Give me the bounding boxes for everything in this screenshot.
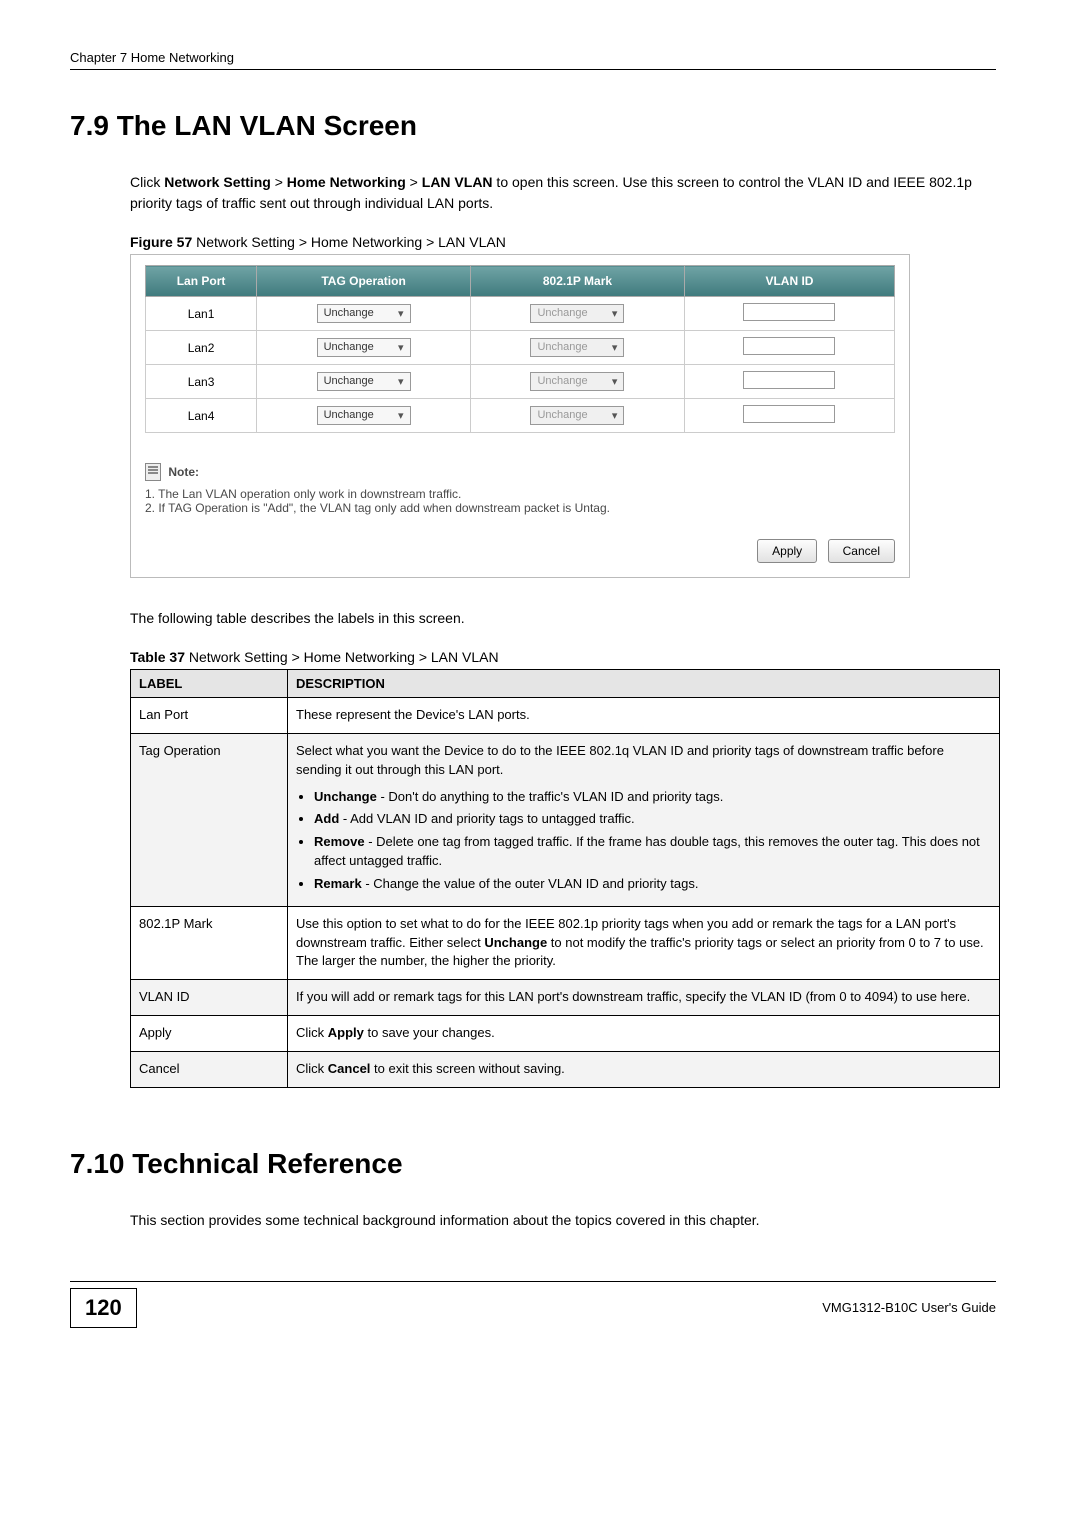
vlanid-desc: If you will add or remark tags for this … xyxy=(288,980,1000,1016)
row2-vlan-input[interactable] xyxy=(743,337,835,355)
tagop-b2: Add xyxy=(314,811,339,826)
cancel-button[interactable]: Cancel xyxy=(828,539,895,563)
table-intro-text: The following table describes the labels… xyxy=(130,608,996,629)
cancel-desc: Click Cancel to exit this screen without… xyxy=(288,1051,1000,1087)
row3-mark-select[interactable]: Unchange xyxy=(530,372,624,391)
desc-head-label: LABEL xyxy=(131,670,288,698)
row3-port: Lan3 xyxy=(146,365,257,399)
intro-sep2: > xyxy=(406,174,422,190)
tagop-b3t: - Delete one tag from tagged traffic. If… xyxy=(314,834,980,868)
lanport-desc: These represent the Device's LAN ports. xyxy=(288,698,1000,734)
apply-label: Apply xyxy=(131,1016,288,1052)
page-number: 120 xyxy=(70,1288,137,1328)
tagop-desc-text: Select what you want the Device to do to… xyxy=(296,743,944,777)
section-7-9-title: 7.9 The LAN VLAN Screen xyxy=(70,110,996,142)
mark-desc: Use this option to set what to do for th… xyxy=(288,906,1000,980)
table-caption-label: Table 37 xyxy=(130,649,185,665)
tagop-b2t: - Add VLAN ID and priority tags to untag… xyxy=(339,811,634,826)
row1-vlan-input[interactable] xyxy=(743,303,835,321)
note-icon xyxy=(145,463,161,481)
lan-vlan-figure: Lan Port TAG Operation 802.1P Mark VLAN … xyxy=(130,254,910,578)
intro-sep1: > xyxy=(271,174,287,190)
row4-port: Lan4 xyxy=(146,399,257,433)
figure-caption-label: Figure 57 xyxy=(130,234,192,250)
tagop-b1t: - Don't do anything to the traffic's VLA… xyxy=(377,789,724,804)
row4-mark-select[interactable]: Unchange xyxy=(530,406,624,425)
row3-tag-select[interactable]: Unchange xyxy=(317,372,411,391)
chapter-header: Chapter 7 Home Networking xyxy=(70,50,234,65)
cancel-desc-b: Cancel xyxy=(328,1061,371,1076)
intro-nav3: LAN VLAN xyxy=(422,174,493,190)
intro-nav2: Home Networking xyxy=(287,174,406,190)
row2-port: Lan2 xyxy=(146,331,257,365)
lanport-label: Lan Port xyxy=(131,698,288,734)
note-label: Note: xyxy=(168,465,199,479)
section-7-10-text: This section provides some technical bac… xyxy=(130,1210,996,1231)
col-tag-op: TAG Operation xyxy=(257,266,471,297)
mark-label: 802.1P Mark xyxy=(131,906,288,980)
apply-desc-pre: Click xyxy=(296,1025,328,1040)
tagop-label: Tag Operation xyxy=(131,733,288,906)
table-caption-text: Network Setting > Home Networking > LAN … xyxy=(185,649,499,665)
row4-tag-select[interactable]: Unchange xyxy=(317,406,411,425)
apply-desc: Click Apply to save your changes. xyxy=(288,1016,1000,1052)
row4-vlan-input[interactable] xyxy=(743,405,835,423)
section-7-10-title: 7.10 Technical Reference xyxy=(70,1148,996,1180)
intro-nav1: Network Setting xyxy=(164,174,271,190)
footer-guide-text: VMG1312-B10C User's Guide xyxy=(137,1300,996,1315)
note-block: Note: 1. The Lan VLAN operation only wor… xyxy=(145,463,895,515)
row2-tag-select[interactable]: Unchange xyxy=(317,338,411,357)
apply-desc-post: to save your changes. xyxy=(364,1025,495,1040)
tagop-b3: Remove xyxy=(314,834,365,849)
vlanid-label: VLAN ID xyxy=(131,980,288,1016)
col-8021p: 802.1P Mark xyxy=(471,266,685,297)
tagop-b4t: - Change the value of the outer VLAN ID … xyxy=(362,876,699,891)
tagop-b4: Remark xyxy=(314,876,362,891)
note-line-2: 2. If TAG Operation is "Add", the VLAN t… xyxy=(145,501,895,515)
description-table: LABEL DESCRIPTION Lan Port These represe… xyxy=(130,669,1000,1088)
lan-vlan-table: Lan Port TAG Operation 802.1P Mark VLAN … xyxy=(145,265,895,433)
apply-button[interactable]: Apply xyxy=(757,539,817,563)
row2-mark-select[interactable]: Unchange xyxy=(530,338,624,357)
mark-desc-b: Unchange xyxy=(484,935,547,950)
col-vlan-id: VLAN ID xyxy=(684,266,894,297)
section-7-9-intro: Click Network Setting > Home Networking … xyxy=(130,172,996,214)
cancel-label: Cancel xyxy=(131,1051,288,1087)
row1-port: Lan1 xyxy=(146,297,257,331)
intro-text: Click xyxy=(130,174,164,190)
figure-caption-text: Network Setting > Home Networking > LAN … xyxy=(192,234,506,250)
cancel-desc-post: to exit this screen without saving. xyxy=(370,1061,564,1076)
row1-tag-select[interactable]: Unchange xyxy=(317,304,411,323)
row3-vlan-input[interactable] xyxy=(743,371,835,389)
apply-desc-b: Apply xyxy=(328,1025,364,1040)
row1-mark-select[interactable]: Unchange xyxy=(530,304,624,323)
note-line-1: 1. The Lan VLAN operation only work in d… xyxy=(145,487,895,501)
tagop-b1: Unchange xyxy=(314,789,377,804)
tagop-desc: Select what you want the Device to do to… xyxy=(288,733,1000,906)
col-lan-port: Lan Port xyxy=(146,266,257,297)
cancel-desc-pre: Click xyxy=(296,1061,328,1076)
desc-head-desc: DESCRIPTION xyxy=(288,670,1000,698)
